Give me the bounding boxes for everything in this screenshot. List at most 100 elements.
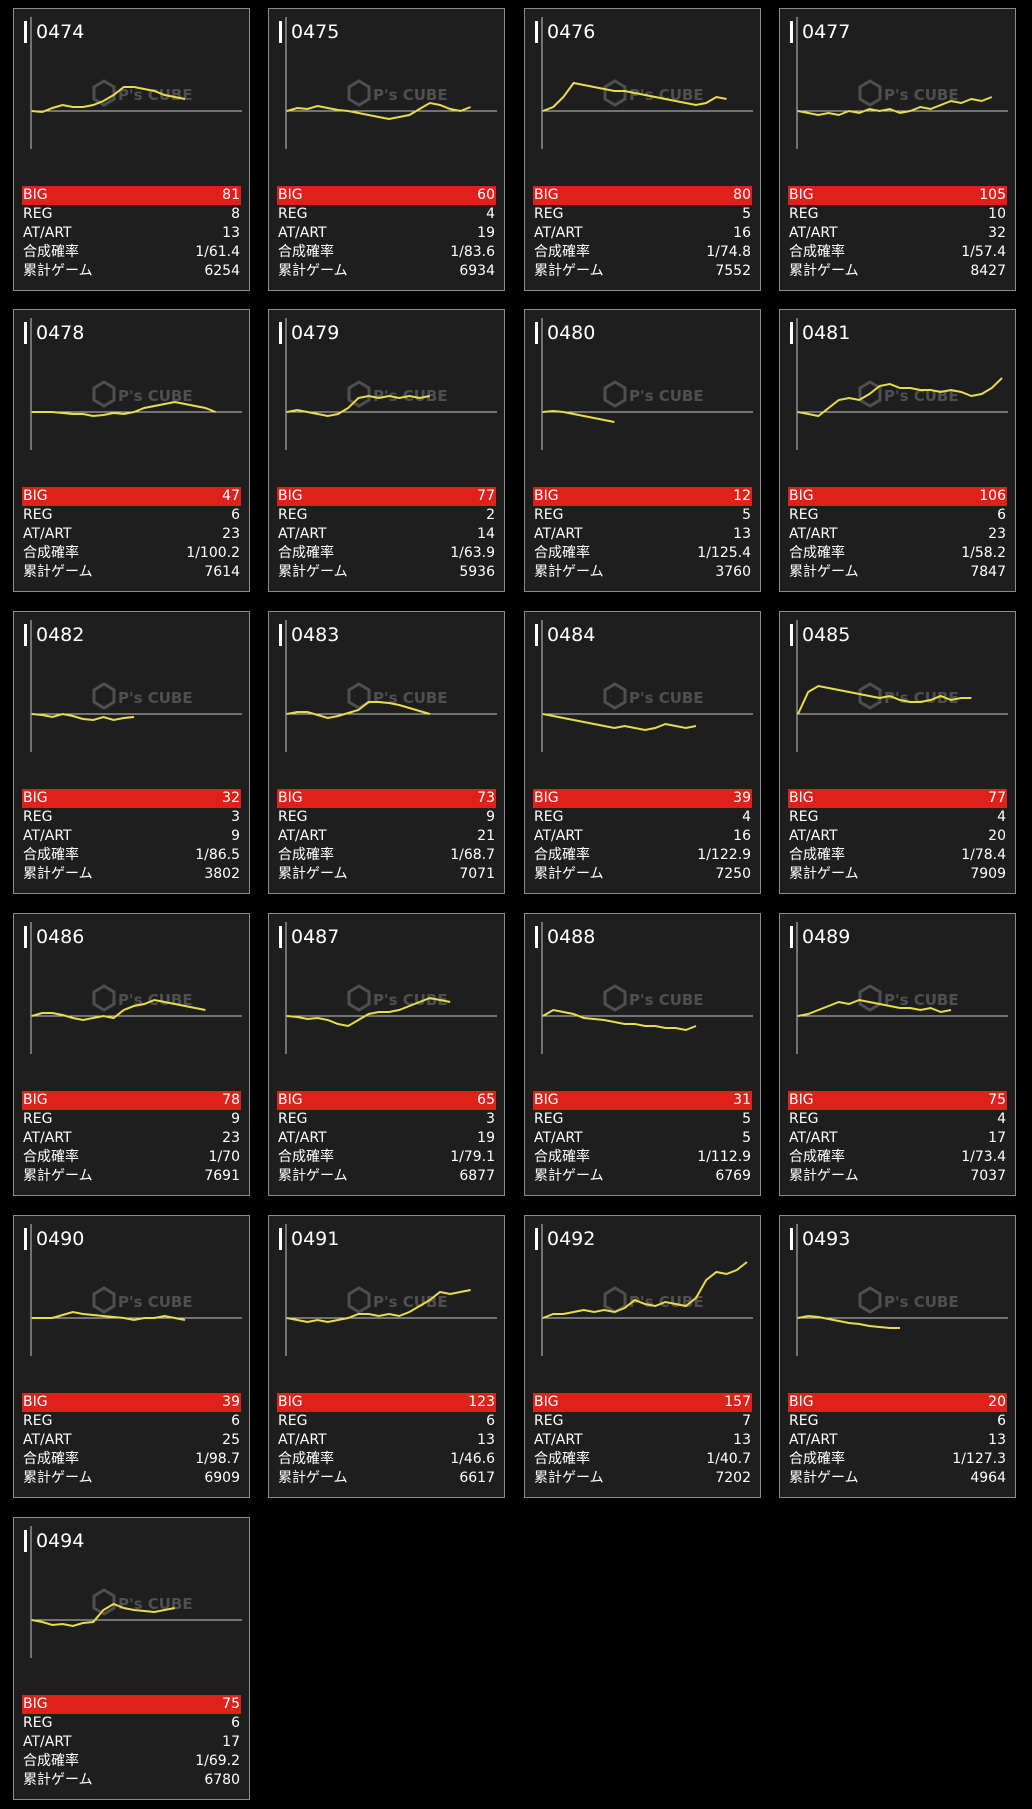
reg-value: 6 [997, 507, 1006, 523]
big-value: 106 [979, 488, 1006, 504]
machine-card[interactable]: P's CUBE 0483 BIG 73 REG 9 AT/ART 21 合成確率 1/… [268, 611, 505, 894]
trend-line [32, 1310, 186, 1322]
trend-graph: P's CUBE [541, 318, 753, 450]
machine-card[interactable]: P's CUBE 0476 BIG 80 REG 5 AT/ART 16 合成確率 1/… [524, 8, 761, 291]
games-row: 累計ゲーム 7909 [788, 865, 1007, 884]
big-row: BIG 73 [277, 789, 496, 808]
games-row: 累計ゲーム 7552 [533, 262, 752, 281]
reg-row: REG 4 [277, 205, 496, 224]
games-row: 累計ゲーム 7614 [22, 563, 241, 582]
games-value: 7071 [459, 866, 495, 882]
rate-row: 合成確率 1/125.4 [533, 544, 752, 563]
reg-label: REG [278, 1111, 308, 1127]
games-label: 累計ゲーム [534, 564, 604, 580]
machine-card[interactable]: P's CUBE 0475 BIG 60 REG 4 AT/ART 19 合成確率 1/… [268, 8, 505, 291]
at-label: AT/ART [278, 1130, 327, 1146]
games-label: 累計ゲーム [789, 1470, 859, 1486]
stats-table: BIG 77 REG 4 AT/ART 20 合成確率 1/78.4 累計ゲーム 7909 [788, 789, 1007, 884]
rate-value: 1/79.1 [450, 1149, 495, 1165]
big-value: 39 [222, 1394, 240, 1410]
at-value: 25 [222, 1432, 240, 1448]
machine-card[interactable]: P's CUBE 0491 BIG 123 REG 6 AT/ART 13 合成確率 1… [268, 1215, 505, 1498]
machine-card[interactable]: P's CUBE 0481 BIG 106 REG 6 AT/ART 23 合成確率 1… [779, 309, 1016, 592]
trend-graph: P's CUBE [541, 620, 753, 752]
machine-card[interactable]: P's CUBE 0477 BIG 105 REG 10 AT/ART 32 合成確率… [779, 8, 1016, 291]
big-row: BIG 81 [22, 186, 241, 205]
title-accent-bar [279, 1228, 282, 1250]
machine-card[interactable]: P's CUBE 0488 BIG 31 REG 5 AT/ART 5 合成確率 1/1… [524, 913, 761, 1196]
rate-row: 合成確率 1/78.4 [788, 846, 1007, 865]
games-label: 累計ゲーム [23, 866, 93, 882]
rate-value: 1/78.4 [961, 847, 1006, 863]
rate-label: 合成確率 [23, 1149, 79, 1165]
cube-logo-icon [603, 984, 627, 1012]
machine-card[interactable]: P's CUBE 0479 BIG 77 REG 2 AT/ART 14 合成確率 1/… [268, 309, 505, 592]
reg-label: REG [23, 1715, 53, 1731]
watermark-text: P's CUBE [884, 1293, 959, 1311]
at-label: AT/ART [23, 1130, 72, 1146]
games-value: 7691 [204, 1168, 240, 1184]
machine-card[interactable]: P's CUBE 0474 BIG 81 REG 8 AT/ART 13 合成確率 1/… [13, 8, 250, 291]
machine-title: 0481 [790, 320, 850, 346]
title-accent-bar [24, 1228, 27, 1250]
rate-row: 合成確率 1/61.4 [22, 243, 241, 262]
title-accent-bar [535, 926, 538, 948]
machine-card[interactable]: P's CUBE 0493 BIG 20 REG 6 AT/ART 13 合成確率 1/… [779, 1215, 1016, 1498]
games-row: 累計ゲーム 7250 [533, 865, 752, 884]
machine-number: 0489 [802, 926, 851, 948]
rate-row: 合成確率 1/98.7 [22, 1450, 241, 1469]
watermark-text: P's CUBE [884, 86, 959, 104]
trend-line [286, 701, 431, 720]
machine-card[interactable]: P's CUBE 0489 BIG 75 REG 4 AT/ART 17 合成確率 1/… [779, 913, 1016, 1196]
at-row: AT/ART 9 [22, 827, 241, 846]
machine-title: 0492 [535, 1226, 595, 1252]
stats-table: BIG 123 REG 6 AT/ART 13 合成確率 1/46.6 累計ゲーム 661… [277, 1393, 496, 1488]
machine-card[interactable]: P's CUBE 0480 BIG 12 REG 5 AT/ART 13 合成確率 1/… [524, 309, 761, 592]
at-row: AT/ART 19 [277, 224, 496, 243]
trend-line [31, 712, 135, 722]
machine-card[interactable]: P's CUBE 0478 BIG 47 REG 6 AT/ART 23 合成確率 1/… [13, 309, 250, 592]
big-row: BIG 105 [788, 186, 1007, 205]
machine-card[interactable]: P's CUBE 0484 BIG 39 REG 4 AT/ART 16 合成確率 1/… [524, 611, 761, 894]
machine-card[interactable]: P's CUBE 0487 BIG 65 REG 3 AT/ART 19 合成確率 1/… [268, 913, 505, 1196]
stats-table: BIG 31 REG 5 AT/ART 5 合成確率 1/112.9 累計ゲーム 6769 [533, 1091, 752, 1186]
games-label: 累計ゲーム [23, 1470, 93, 1486]
big-label: BIG [789, 790, 814, 806]
watermark-logo: P's CUBE [347, 984, 448, 1012]
machine-title: 0485 [790, 622, 850, 648]
big-label: BIG [278, 1394, 303, 1410]
machine-card[interactable]: P's CUBE 0485 BIG 77 REG 4 AT/ART 20 合成確率 1/… [779, 611, 1016, 894]
machine-number: 0486 [36, 926, 85, 948]
machine-card[interactable]: P's CUBE 0494 BIG 75 REG 6 AT/ART 17 合成確率 1/… [13, 1517, 250, 1800]
rate-value: 1/70 [208, 1149, 240, 1165]
rate-label: 合成確率 [789, 1451, 845, 1467]
games-value: 6780 [204, 1772, 240, 1788]
rate-row: 合成確率 1/57.4 [788, 243, 1007, 262]
rate-label: 合成確率 [789, 1149, 845, 1165]
stats-table: BIG 20 REG 6 AT/ART 13 合成確率 1/127.3 累計ゲーム 496… [788, 1393, 1007, 1488]
title-accent-bar [24, 1530, 27, 1552]
machine-card[interactable]: P's CUBE 0486 BIG 78 REG 9 AT/ART 23 合成確率 1/… [13, 913, 250, 1196]
reg-value: 7 [742, 1413, 751, 1429]
big-value: 157 [724, 1394, 751, 1410]
machine-card[interactable]: P's CUBE 0492 BIG 157 REG 7 AT/ART 13 合成確率 1… [524, 1215, 761, 1498]
trend-graph: P's CUBE [796, 318, 1008, 450]
machine-card[interactable]: P's CUBE 0482 BIG 32 REG 3 AT/ART 9 合成確率 1/8… [13, 611, 250, 894]
machine-card[interactable]: P's CUBE 0490 BIG 39 REG 6 AT/ART 25 合成確率 1/… [13, 1215, 250, 1498]
cube-logo-icon [92, 682, 116, 710]
stats-table: BIG 60 REG 4 AT/ART 19 合成確率 1/83.6 累計ゲーム 6934 [277, 186, 496, 281]
trend-graph: P's CUBE [796, 1224, 1008, 1356]
stats-table: BIG 80 REG 5 AT/ART 16 合成確率 1/74.8 累計ゲーム 7552 [533, 186, 752, 281]
title-accent-bar [790, 21, 793, 43]
rate-value: 1/58.2 [961, 545, 1006, 561]
big-row: BIG 12 [533, 487, 752, 506]
big-value: 105 [979, 187, 1006, 203]
reg-row: REG 6 [22, 1412, 241, 1431]
machine-number: 0493 [802, 1228, 851, 1250]
reg-label: REG [278, 206, 308, 222]
at-row: AT/ART 17 [22, 1733, 241, 1752]
cube-logo-icon [858, 79, 882, 107]
games-value: 7552 [715, 263, 751, 279]
stats-table: BIG 12 REG 5 AT/ART 13 合成確率 1/125.4 累計ゲーム 376… [533, 487, 752, 582]
games-row: 累計ゲーム 3760 [533, 563, 752, 582]
